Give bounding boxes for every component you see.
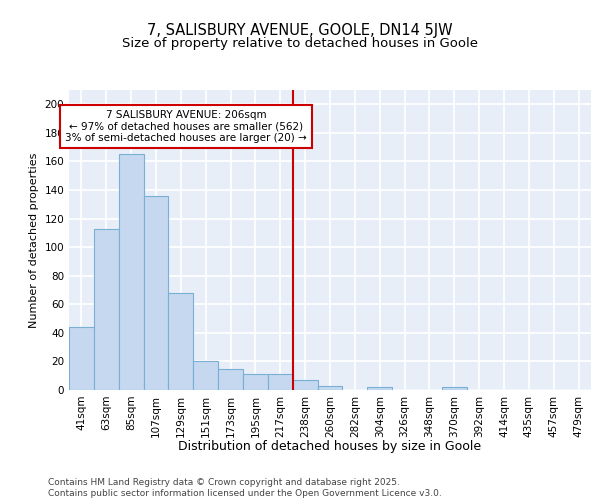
Text: Contains HM Land Registry data © Crown copyright and database right 2025.
Contai: Contains HM Land Registry data © Crown c… — [48, 478, 442, 498]
Bar — [293, 380, 317, 390]
Bar — [218, 368, 243, 390]
Bar — [193, 362, 218, 390]
Text: 7 SALISBURY AVENUE: 206sqm
← 97% of detached houses are smaller (562)
3% of semi: 7 SALISBURY AVENUE: 206sqm ← 97% of deta… — [65, 110, 307, 143]
Bar — [94, 228, 119, 390]
Text: 7, SALISBURY AVENUE, GOOLE, DN14 5JW: 7, SALISBURY AVENUE, GOOLE, DN14 5JW — [147, 22, 453, 38]
Bar — [169, 293, 193, 390]
Bar — [243, 374, 268, 390]
Bar — [119, 154, 143, 390]
Bar — [143, 196, 169, 390]
X-axis label: Distribution of detached houses by size in Goole: Distribution of detached houses by size … — [178, 440, 482, 453]
Bar — [69, 327, 94, 390]
Bar — [268, 374, 293, 390]
Bar — [317, 386, 343, 390]
Bar — [367, 387, 392, 390]
Y-axis label: Number of detached properties: Number of detached properties — [29, 152, 39, 328]
Bar — [442, 387, 467, 390]
Text: Size of property relative to detached houses in Goole: Size of property relative to detached ho… — [122, 38, 478, 51]
